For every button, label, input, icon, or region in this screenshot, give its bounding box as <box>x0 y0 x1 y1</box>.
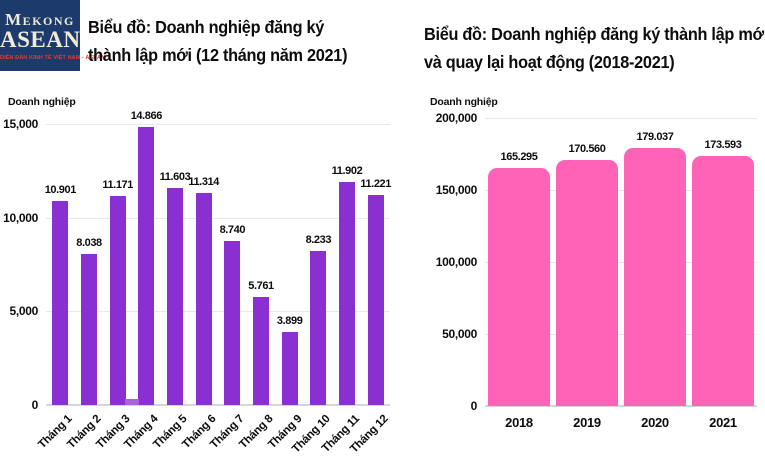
bar-Tháng 11 <box>339 182 355 405</box>
x-tick-label: 2019 <box>573 415 601 430</box>
x-tick-label: 2020 <box>641 415 669 430</box>
right-chart-title-line2: và quay lại hoạt động (2018-2021) <box>424 52 675 72</box>
gridline <box>485 334 757 335</box>
bar-Tháng 4 <box>138 126 155 405</box>
x-tick-label: 2021 <box>709 415 737 430</box>
bar-2020 <box>624 148 686 406</box>
anomaly-sliver-bar <box>124 399 140 405</box>
bar-Tháng 1 <box>52 200 69 405</box>
bar-value-label: 8.233 <box>305 233 332 246</box>
bar-value-label: 11.171 <box>102 178 133 191</box>
bar-value-label: 165.295 <box>500 150 538 163</box>
gridline <box>485 262 757 263</box>
bar-value-label: 179.037 <box>636 131 674 144</box>
bar-Tháng 12 <box>367 194 384 405</box>
right-chart-y-axis-label: Doanh nghiệp <box>430 96 498 108</box>
bar-value-label: 170.560 <box>568 143 606 156</box>
logo-text-asean: ASEAN <box>0 27 81 52</box>
logo-tagline: DIỄN ĐÀN KINH TẾ VIỆT NAM - ASEAN <box>0 55 106 61</box>
gridline <box>46 124 390 125</box>
x-tick-label: 2018 <box>505 415 533 430</box>
left-chart-title-line1: Biểu đồ: Doanh nghiệp đăng ký <box>88 17 325 37</box>
x-axis-line <box>46 404 390 406</box>
gridline <box>485 190 757 191</box>
bar-Tháng 5 <box>167 187 183 405</box>
gridline <box>46 311 390 313</box>
bar-value-label: 11.603 <box>159 170 191 183</box>
y-tick-label: 50,000 <box>442 327 477 341</box>
bar-value-label: 11.221 <box>360 177 391 190</box>
bar-2021 <box>692 156 754 406</box>
bar-2018 <box>488 167 550 406</box>
right-chart-title: Biểu đồ: Doanh nghiệp đăng ký thành lập … <box>424 20 765 76</box>
chart-monthly-new-enterprises-2021: Doanh nghiệp 0 5,000 10,000 15,000 10.901 Thá… <box>0 92 405 459</box>
left-chart-y-axis-label: Doanh nghiệp <box>8 96 76 108</box>
right-chart-title-line1: Biểu đồ: Doanh nghiệp đăng ký thành lập … <box>424 24 765 44</box>
x-axis-line <box>485 405 757 407</box>
bar-value-label: 11.902 <box>331 165 363 178</box>
chart-yearly-new-and-returning-enterprises: Doanh nghiệp 0 50,000 100,000 150,000 200,00… <box>420 92 765 459</box>
left-chart-title: Biểu đồ: Doanh nghiệp đăng ký thành lập … <box>88 13 347 69</box>
bar-value-label: 5.761 <box>248 280 274 293</box>
bar-value-label: 8.740 <box>219 224 246 237</box>
bar-value-label: 10.901 <box>44 183 77 196</box>
bar-Tháng 2 <box>81 254 97 405</box>
y-tick-label: 15,000 <box>3 117 38 131</box>
bar-value-label: 3.899 <box>276 314 303 327</box>
y-tick-label: 150,000 <box>435 183 478 197</box>
bar-value-label: 14.866 <box>130 109 163 122</box>
y-tick-label: 10,000 <box>3 210 38 225</box>
bar-value-label: 11.314 <box>188 176 219 189</box>
y-tick-label: 0 <box>31 398 39 412</box>
bar-Tháng 3 <box>109 195 126 405</box>
logo-text-mekong: Mekong <box>5 10 75 29</box>
bar-Tháng 6 <box>195 193 212 405</box>
bar-Tháng 7 <box>224 241 241 405</box>
left-chart-title-line2: thành lập mới (12 tháng năm 2021) <box>88 45 348 65</box>
mekong-asean-logo: Mekong ASEAN DIỄN ĐÀN KINH TẾ VIỆT NAM -… <box>0 0 106 71</box>
bar-Tháng 10 <box>310 250 327 405</box>
y-tick-label: 100,000 <box>435 255 478 269</box>
y-tick-label: 200,000 <box>435 111 478 125</box>
y-tick-label: 0 <box>470 399 478 413</box>
gridline <box>46 217 390 219</box>
y-tick-label: 5,000 <box>9 304 38 319</box>
bar-Tháng 9 <box>281 331 298 405</box>
bar-value-label: 173.593 <box>704 139 742 152</box>
bar-2019 <box>556 160 618 406</box>
bar-Tháng 8 <box>253 297 269 405</box>
bar-value-label: 8.038 <box>76 237 102 250</box>
gridline <box>485 118 757 119</box>
